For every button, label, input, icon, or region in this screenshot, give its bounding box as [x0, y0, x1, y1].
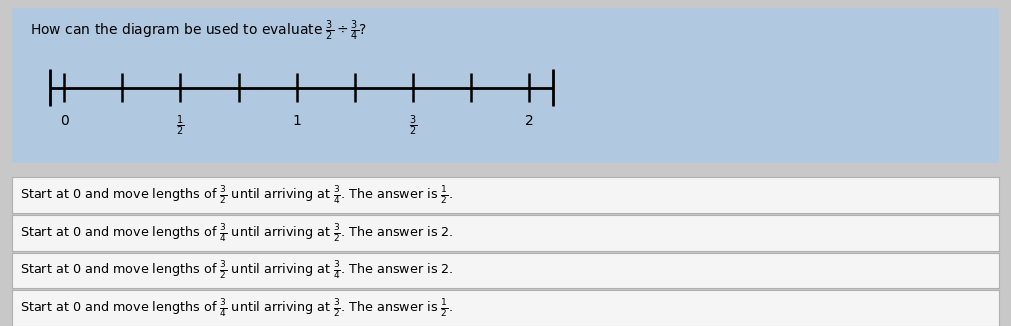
Text: Start at 0 and move lengths of $\frac{3}{2}$ until arriving at $\frac{3}{4}$. Th: Start at 0 and move lengths of $\frac{3}…	[20, 259, 454, 281]
Text: Start at 0 and move lengths of $\frac{3}{2}$ until arriving at $\frac{3}{4}$. Th: Start at 0 and move lengths of $\frac{3}…	[20, 184, 453, 206]
Text: 2: 2	[525, 114, 534, 128]
Text: How can the diagram be used to evaluate $\frac{3}{2} \div \frac{3}{4}$?: How can the diagram be used to evaluate …	[30, 19, 367, 43]
Text: Start at 0 and move lengths of $\frac{3}{4}$ until arriving at $\frac{3}{2}$. Th: Start at 0 and move lengths of $\frac{3}…	[20, 222, 454, 244]
Text: 0: 0	[60, 114, 69, 128]
Text: $\frac{3}{2}$: $\frac{3}{2}$	[408, 114, 418, 138]
Text: $\frac{1}{2}$: $\frac{1}{2}$	[176, 114, 184, 138]
Text: 1: 1	[292, 114, 301, 128]
FancyBboxPatch shape	[12, 8, 999, 163]
Text: Start at 0 and move lengths of $\frac{3}{4}$ until arriving at $\frac{3}{2}$. Th: Start at 0 and move lengths of $\frac{3}…	[20, 297, 453, 319]
